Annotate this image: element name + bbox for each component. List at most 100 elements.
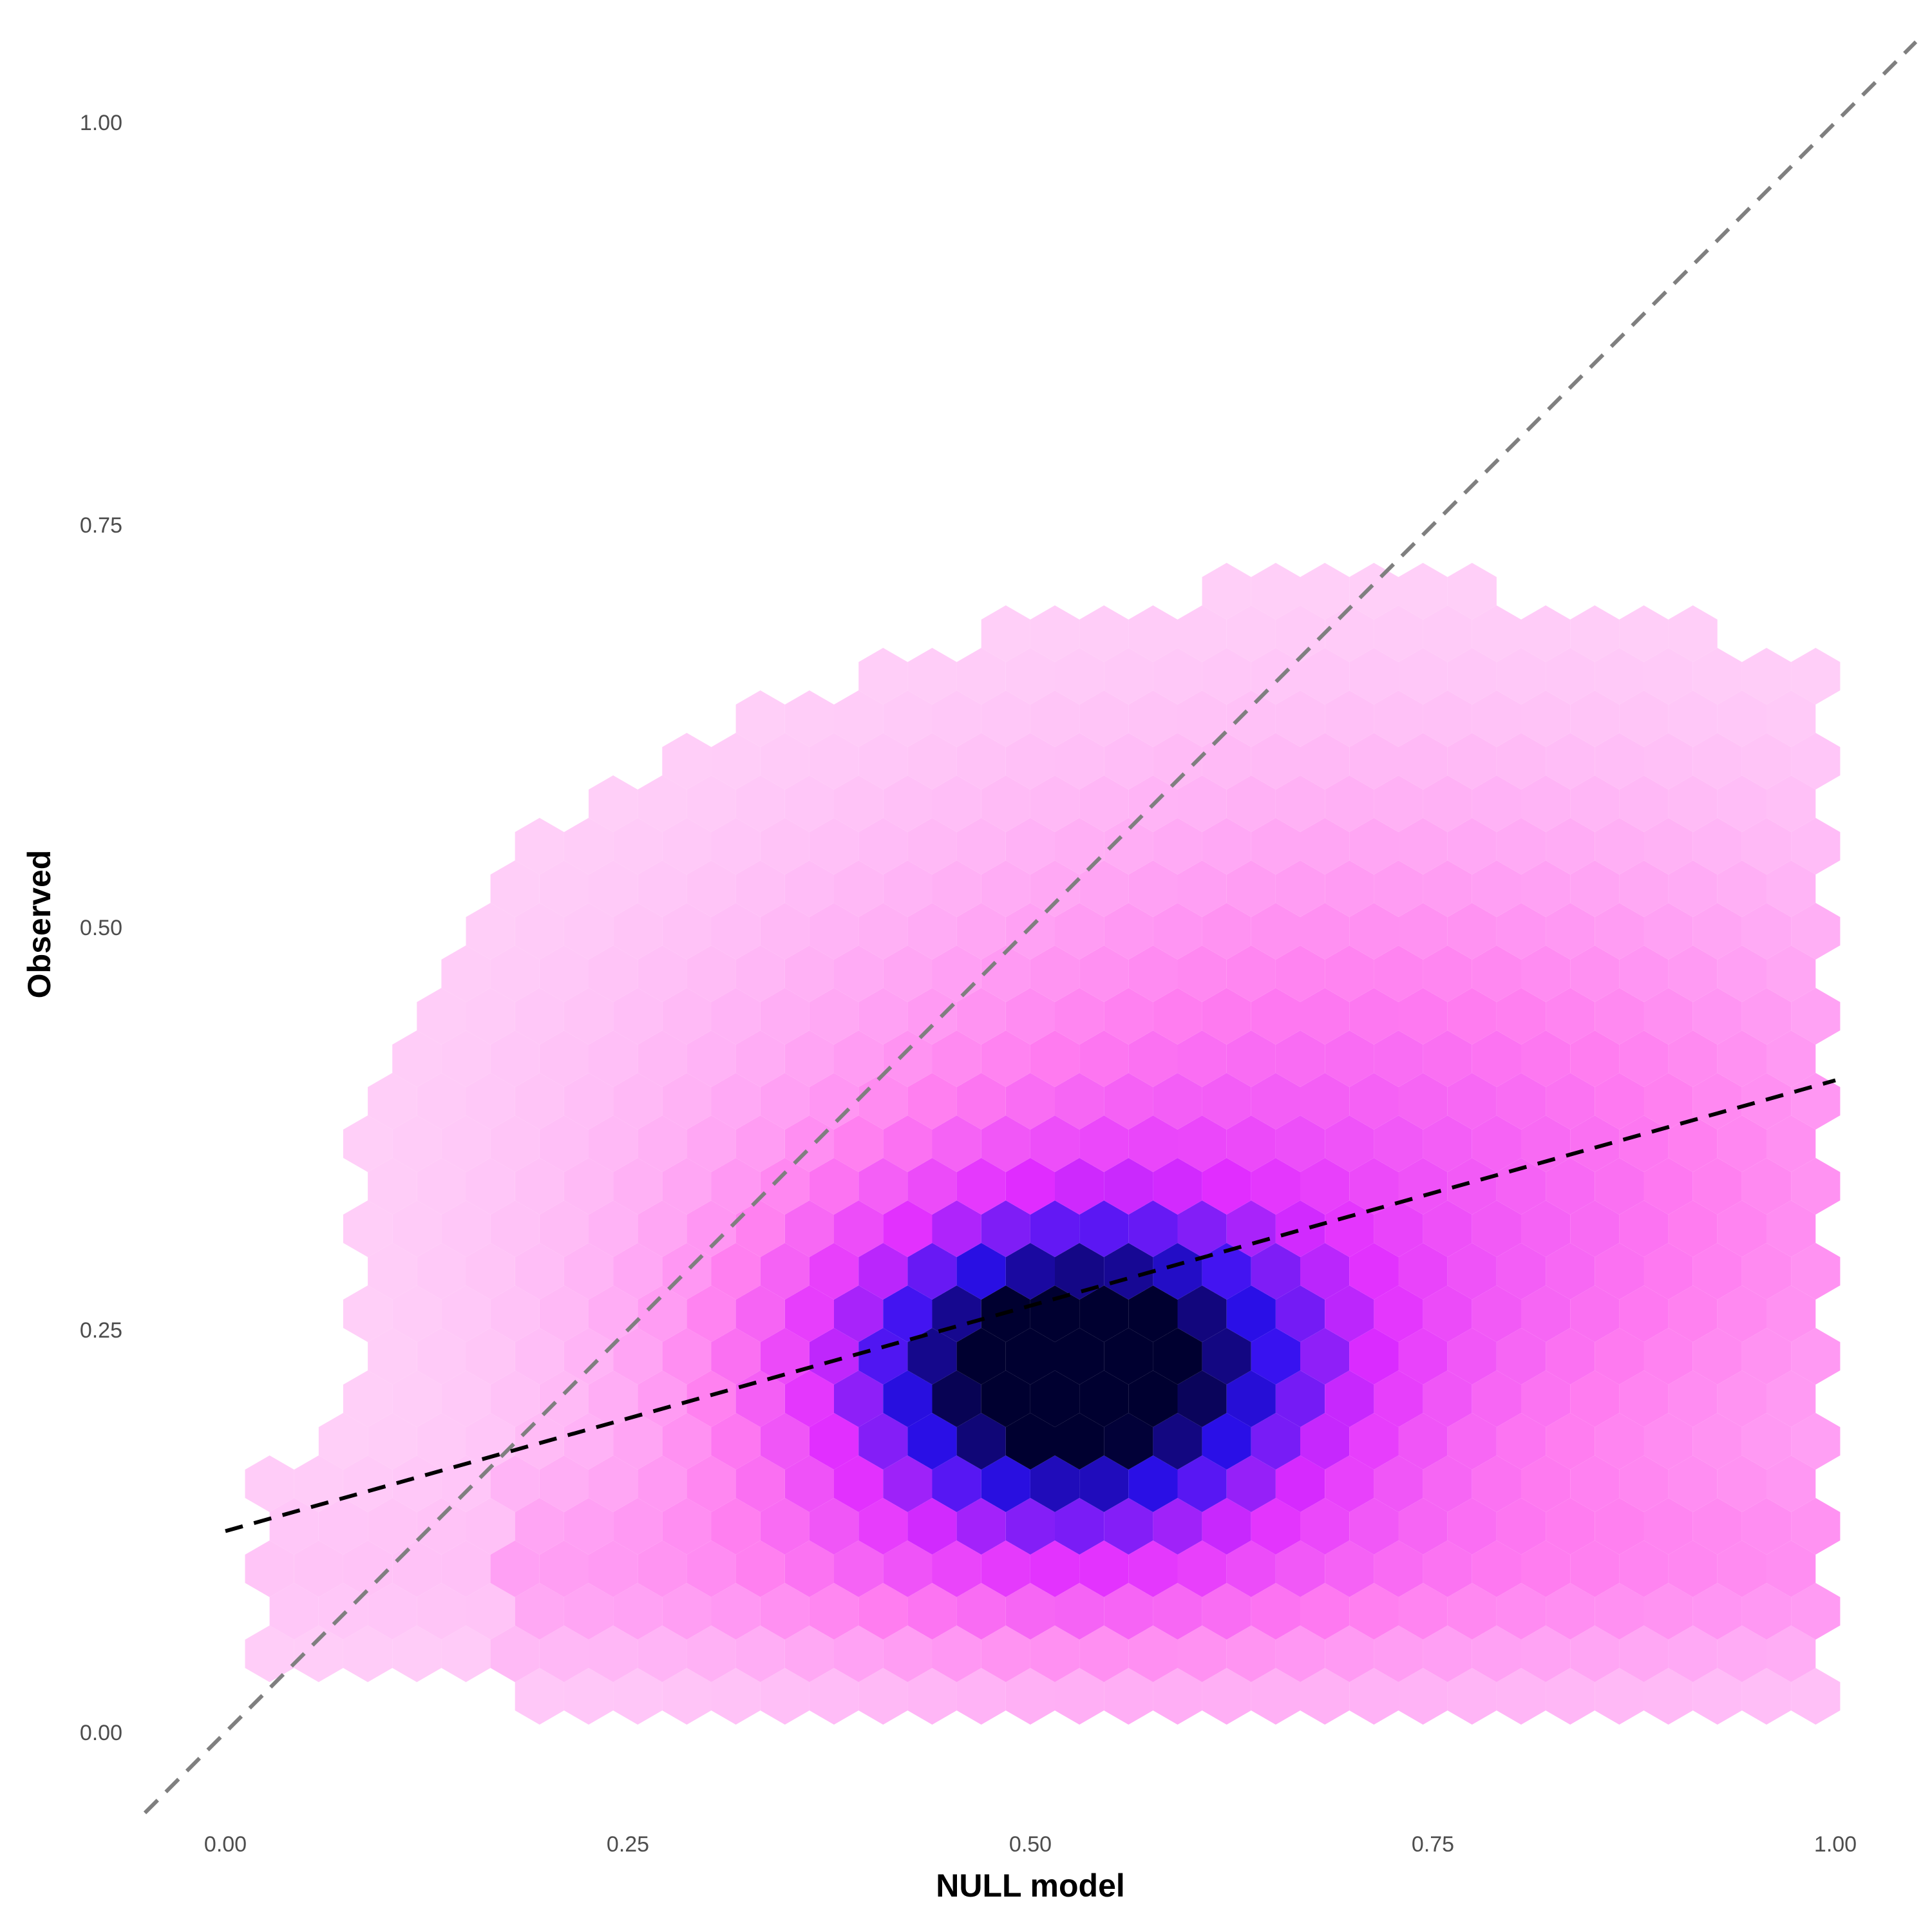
hexbin-cell bbox=[441, 1455, 491, 1512]
y-tick-label: 0.75 bbox=[80, 513, 122, 538]
hexbin-cell bbox=[368, 1158, 417, 1215]
hexbin-cell bbox=[1692, 733, 1742, 790]
x-tick-label: 0.00 bbox=[204, 1832, 247, 1857]
hexbin-cell bbox=[1692, 1073, 1742, 1130]
hexbin-cell bbox=[1300, 1073, 1350, 1130]
hexbin-cell bbox=[392, 1030, 442, 1087]
hexbin-cell bbox=[441, 1540, 491, 1597]
hexbin-cell bbox=[760, 818, 810, 875]
hexbin-cell bbox=[1546, 1498, 1595, 1555]
hexbin-cell bbox=[735, 1625, 785, 1682]
hexbin-cell bbox=[711, 1328, 761, 1385]
hexbin-cell bbox=[1128, 945, 1178, 1002]
hexbin-cell bbox=[441, 1285, 491, 1342]
hexbin-cell bbox=[1030, 1030, 1080, 1087]
hexbin-cell bbox=[1496, 1413, 1546, 1470]
hexbin-cell bbox=[1570, 1370, 1620, 1427]
hexbin-cell bbox=[1595, 1498, 1644, 1555]
hexbin-cell bbox=[343, 1200, 393, 1257]
hexbin-cell bbox=[1741, 903, 1792, 960]
hexbin-cell bbox=[1496, 1243, 1546, 1300]
hexbin-cell bbox=[981, 945, 1030, 1002]
hexbin-cell bbox=[662, 903, 712, 960]
hexbin-cell bbox=[515, 1583, 564, 1640]
hexbin-cell bbox=[981, 690, 1030, 747]
hexbin-cell bbox=[1202, 1498, 1251, 1555]
hexbin-cell bbox=[1275, 1285, 1325, 1342]
hexbin-cell bbox=[1398, 1243, 1448, 1300]
hexbin-cell bbox=[1226, 1455, 1276, 1512]
hexbin-cell bbox=[1325, 1625, 1374, 1682]
hexbin-cell bbox=[1300, 903, 1350, 960]
hexbin-cell bbox=[1595, 648, 1644, 705]
hexbin-cell bbox=[1251, 903, 1300, 960]
hexbin-cell bbox=[1741, 1583, 1792, 1640]
hexbin-cell bbox=[1275, 1540, 1325, 1597]
identity-line bbox=[143, 40, 1918, 1815]
hexbin-cell bbox=[515, 988, 564, 1045]
hexbin-cell bbox=[907, 1668, 957, 1725]
hexbin-cell bbox=[1791, 1583, 1841, 1640]
hexbin-cell bbox=[417, 1243, 466, 1300]
hexbin-cell bbox=[466, 988, 515, 1045]
hexbin-cell bbox=[834, 1285, 884, 1342]
hexbin-cell bbox=[1423, 1200, 1472, 1257]
hexbin-cell bbox=[1005, 1413, 1055, 1470]
hexbin-cell bbox=[1619, 1540, 1669, 1597]
hexbin-cell bbox=[1275, 1455, 1325, 1512]
hexbin-cell bbox=[1791, 1328, 1841, 1385]
hexbin-cell bbox=[834, 1540, 884, 1597]
hexbin-cell bbox=[1643, 818, 1693, 875]
hexbin-cell bbox=[907, 988, 957, 1045]
hexbin-cell bbox=[1423, 945, 1472, 1002]
hexbin-cell bbox=[1546, 648, 1595, 705]
hexbin-cell bbox=[1374, 690, 1423, 747]
hexbin-cell bbox=[956, 903, 1006, 960]
hexbin-cell bbox=[1374, 1285, 1423, 1342]
hexbin-cell bbox=[784, 1200, 834, 1257]
hexbin-cell bbox=[515, 1243, 564, 1300]
hexbin-cell bbox=[1595, 818, 1644, 875]
hexbin-cell bbox=[981, 1030, 1030, 1087]
hexbin-cell bbox=[1595, 1243, 1644, 1300]
hexbin-cell bbox=[1374, 605, 1423, 662]
hexbin-cell bbox=[343, 1540, 393, 1597]
hexbin-cell bbox=[1055, 1328, 1104, 1385]
hexbin-cell bbox=[1226, 1625, 1276, 1682]
hexbin-cell bbox=[883, 945, 933, 1002]
hexbin-cell bbox=[1325, 1540, 1374, 1597]
hexbin-cell bbox=[1741, 1158, 1792, 1215]
hexbin-cell bbox=[1202, 648, 1251, 705]
hexbin-cell bbox=[1521, 1625, 1571, 1682]
hexbin-cell bbox=[1177, 860, 1227, 917]
hexbin-cell bbox=[1055, 1583, 1104, 1640]
hexbin-cell bbox=[1300, 818, 1350, 875]
hexbin-cell bbox=[784, 1030, 834, 1087]
hexbin-cell bbox=[1570, 1200, 1620, 1257]
hexbin-cell bbox=[613, 988, 663, 1045]
hexbin-cell bbox=[466, 1243, 515, 1300]
hexbin-cell bbox=[907, 1328, 957, 1385]
hexbin-cell bbox=[1079, 1370, 1129, 1427]
hexbin-cell bbox=[883, 1625, 933, 1682]
hexbin-cell bbox=[466, 903, 515, 960]
hexbin-cell bbox=[1643, 1073, 1693, 1130]
hexbin-cell bbox=[1153, 733, 1202, 790]
hexbin-cell bbox=[687, 1200, 736, 1257]
y-axis-title: Observed bbox=[21, 850, 57, 999]
hexbin-cell bbox=[1423, 1455, 1472, 1512]
hexbin-cell bbox=[1226, 1370, 1276, 1427]
hexbin-cell bbox=[1717, 1455, 1766, 1512]
hexbin-cell bbox=[1741, 818, 1792, 875]
hexbin-cell bbox=[932, 775, 981, 832]
hexbin-cell bbox=[1692, 1243, 1742, 1300]
hexbin-cell bbox=[907, 1498, 957, 1555]
hexbin-cell bbox=[1595, 1328, 1644, 1385]
hexbin-cell bbox=[539, 1370, 589, 1427]
hexbin-cell bbox=[1496, 1498, 1546, 1555]
hexbin-cell bbox=[1447, 563, 1497, 620]
hexbin-cell bbox=[343, 1285, 393, 1342]
hexbin-cell bbox=[809, 903, 859, 960]
hexbin-cell bbox=[1423, 605, 1472, 662]
hexbin-cell bbox=[1251, 1498, 1300, 1555]
